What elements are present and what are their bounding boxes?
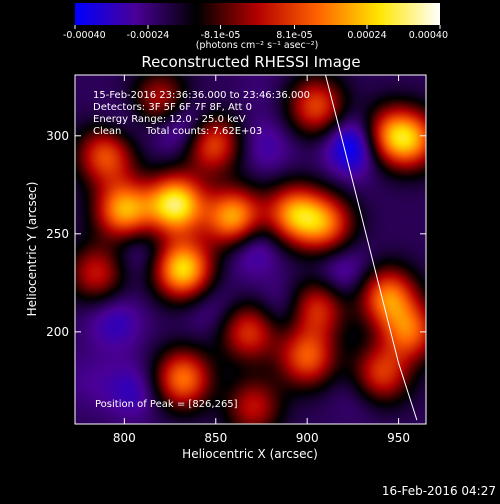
colorbar-ticks: -0.00040 -0.00024 -8.1e-05 8.1e-05 0.00024 0.…: [63, 25, 448, 41]
annotation-energy-range: Energy Range: 12.0 - 25.0 keV: [93, 114, 246, 125]
colorbar-tick-label: -8.1e-05: [201, 30, 241, 41]
colorbar-tick-label: -0.00024: [127, 30, 170, 41]
annotation-time-range: 15-Feb-2016 23:36:36.000 to 23:46:36.000: [93, 90, 310, 101]
annotation-clean: Clean: [93, 126, 121, 137]
annotation-total-counts: Total counts: 7.62E+03: [145, 126, 262, 137]
colorbar-tick-label: 0.00040: [409, 30, 448, 41]
colorbar-tick-label: 8.1e-05: [276, 30, 312, 41]
colorbar-units-label: (photons cm⁻² s⁻¹ asec⁻²): [196, 40, 319, 51]
plot-frame: [74, 74, 427, 425]
annotation-block: 15-Feb-2016 23:36:36.000 to 23:46:36.000…: [93, 90, 310, 137]
y-tick-label: 200: [46, 325, 69, 339]
y-axis-label: Heliocentric Y (arcsec): [25, 182, 39, 317]
footer-timestamp: 16-Feb-2016 04:27: [382, 484, 496, 498]
peak-position-label: Position of Peak = [826,265]: [95, 399, 238, 410]
chart-title: Reconstructed RHESSI Image: [141, 53, 360, 71]
colorbar-tick-label: 0.00024: [347, 30, 386, 41]
y-tick-label: 250: [46, 227, 69, 241]
solar-limb-curve: [325, 75, 418, 421]
colorbar-tick-label: -0.00040: [63, 30, 106, 41]
x-axis-label: Heliocentric X (arcsec): [182, 447, 318, 461]
x-tick-label: 850: [204, 431, 227, 445]
x-tick-label: 900: [296, 431, 319, 445]
colorbar: [75, 3, 440, 25]
heatmap-image: [75, 75, 426, 424]
x-tick-label: 950: [387, 431, 410, 445]
x-tick-label: 800: [113, 431, 136, 445]
y-tick-label: 300: [46, 129, 69, 143]
y-axis: 200 250 300: [46, 129, 426, 339]
plot-area: [75, 75, 426, 424]
x-axis: 800 850 900 950: [113, 75, 410, 445]
annotation-detectors: Detectors: 3F 5F 6F 7F 8F, Att 0: [93, 102, 252, 113]
